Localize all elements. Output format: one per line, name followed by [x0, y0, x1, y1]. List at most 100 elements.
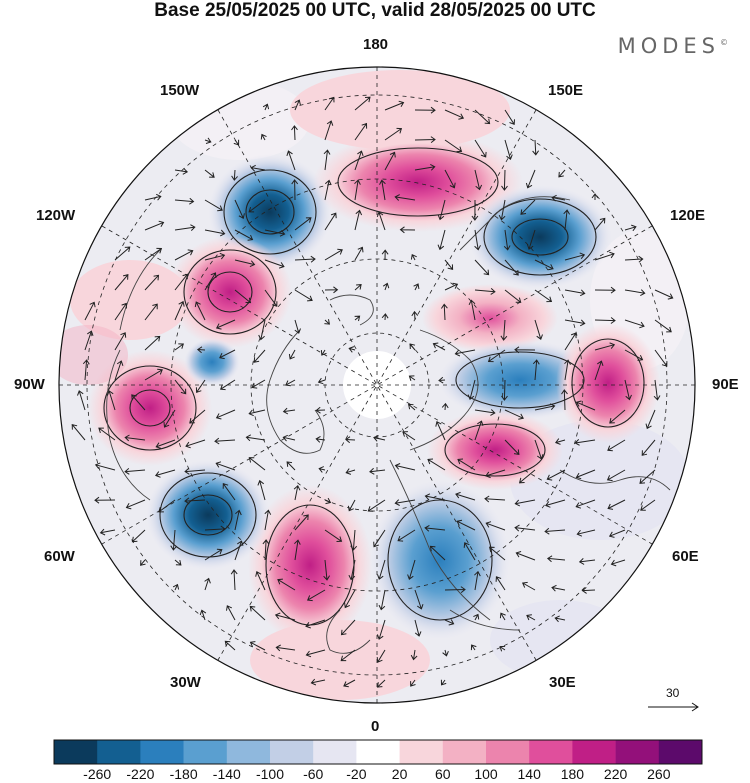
wind-vector [77, 390, 86, 411]
wind-vector [474, 109, 491, 125]
wind-vector [607, 499, 626, 510]
wind-vector [350, 529, 358, 551]
wind-vector [488, 546, 506, 561]
wind-vector [249, 641, 266, 651]
wind-vector [594, 360, 604, 381]
wind-vector [578, 558, 596, 565]
wind-vector [282, 407, 296, 415]
wind-vector [204, 525, 226, 533]
wind-vector [474, 420, 484, 441]
wind-vector [274, 612, 296, 621]
wind-vector [144, 247, 163, 261]
wind-vector [501, 169, 508, 191]
colorbar-swatch [313, 740, 357, 764]
wind-vector [440, 303, 448, 321]
wind-vector [514, 346, 536, 354]
lon-label-60w: 60W [44, 548, 75, 565]
wind-vector [144, 368, 163, 381]
wind-vector [438, 376, 446, 384]
colorbar-swatch [529, 740, 573, 764]
anomaly-high-bering [313, 132, 523, 232]
colorbar-tick-label: -20 [346, 766, 367, 782]
wind-vector [144, 335, 161, 351]
wind-vector [440, 679, 447, 686]
wind-vector [291, 125, 298, 141]
wind-vector [546, 555, 566, 563]
wind-vector [140, 559, 146, 566]
wind-vector [534, 403, 556, 411]
wind-vector [264, 229, 286, 237]
wind-vector [474, 288, 496, 295]
wind-vector [354, 122, 368, 141]
wind-vector [324, 286, 339, 294]
wind-vector [344, 589, 356, 609]
anomaly-high-canada [168, 236, 292, 348]
wind-vector [305, 619, 326, 629]
wind-vector [609, 409, 626, 424]
wind-vector [504, 139, 513, 160]
wind-vector [245, 434, 266, 442]
colorbar-swatch [97, 740, 141, 764]
wind-vector [467, 379, 476, 401]
wind-vector [224, 640, 236, 651]
lon-label-30w: 30W [170, 674, 201, 691]
wind-vector [534, 289, 553, 303]
wind-vector [518, 469, 536, 484]
wind-vector [174, 197, 195, 205]
wind-vector [407, 559, 416, 581]
wind-vector [106, 390, 116, 411]
wind-vector [125, 499, 146, 510]
wind-vector [624, 289, 646, 297]
wind-vector [377, 559, 386, 580]
wind-vector [379, 179, 386, 201]
wind-vector [444, 139, 463, 153]
wind-vector [215, 409, 236, 420]
wind-vector [606, 469, 626, 482]
wind-vector [594, 217, 606, 231]
colorbar-tick-label: -180 [169, 766, 198, 782]
colorbar-swatch [399, 740, 444, 764]
wind-vector [318, 466, 326, 473]
wind-vector [234, 540, 244, 561]
wind-vector [442, 649, 449, 657]
anomaly-low-scandinavia [370, 480, 510, 640]
wind-vector [294, 514, 309, 531]
wind-vector [564, 332, 577, 351]
wind-vector [174, 300, 185, 321]
wind-vector [144, 220, 165, 231]
wind-vector [500, 319, 508, 341]
wind-vector [473, 613, 480, 621]
wind-vector [409, 343, 416, 351]
wind-vector [354, 209, 363, 231]
wind-vector [564, 252, 586, 261]
wind-vector [495, 576, 506, 591]
wind-vector [376, 679, 386, 688]
colorbar-tick-label: 260 [647, 766, 671, 782]
wind-vector [262, 539, 270, 561]
colorbar-swatch [270, 740, 314, 764]
colorbar-tick-label: -260 [83, 766, 112, 782]
wind-vector [220, 379, 236, 391]
wind-vector [163, 409, 176, 428]
wind-vector [189, 409, 206, 424]
wind-vector [204, 272, 217, 291]
wind-vector [551, 194, 566, 202]
wind-vector [470, 644, 477, 651]
wind-vector [594, 286, 616, 294]
wind-vector [231, 169, 238, 181]
wind-vector [248, 409, 266, 417]
wind-vector [324, 248, 343, 261]
wind-vector [394, 463, 416, 471]
wind-vector [230, 569, 238, 591]
wind-vector [410, 253, 417, 261]
wind-vector [219, 349, 236, 360]
wind-vector [114, 246, 131, 261]
wind-vector [384, 127, 403, 141]
wind-vector [414, 163, 436, 171]
wind-vector [463, 542, 476, 561]
wind-vector [591, 193, 599, 200]
wind-vector [407, 403, 416, 411]
wind-vector [294, 539, 301, 561]
wind-vector [354, 150, 364, 171]
